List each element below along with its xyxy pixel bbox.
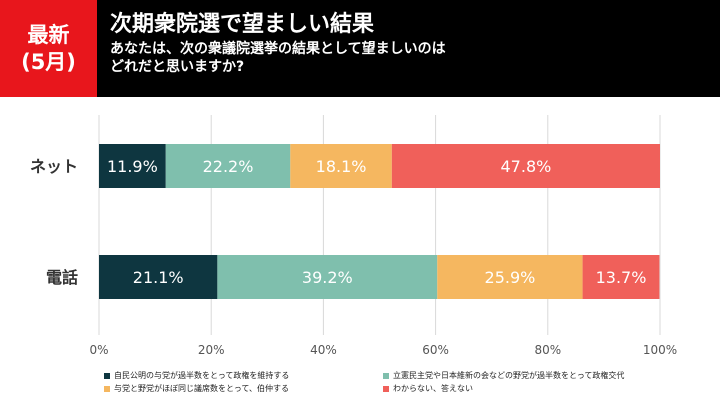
data-label: 47.8% <box>501 157 552 176</box>
legend-label: 与党と野党がほぼ同じ議席数をとって、伯仲する <box>114 384 289 393</box>
bar-segment <box>99 255 218 299</box>
badge-line-2: (5月) <box>21 49 76 74</box>
subtitle-line-2: どれだと思いますか? <box>110 59 245 75</box>
stacked-bar-chart: ネット 11.9% 22.2% 18.1% 47.8% 電話 21.1% 39.2% 25.9%… <box>30 115 677 357</box>
tick-label: 0% <box>89 343 108 357</box>
data-label: 11.9% <box>107 157 158 176</box>
chart-title: 次期衆院選で望ましい結果 <box>110 12 375 37</box>
tick-label: 60% <box>422 343 449 357</box>
data-label: 22.2% <box>203 157 254 176</box>
legend-item: 立憲民主党や日本維新の会などの野党が過半数をとって政権交代 <box>383 370 624 381</box>
legend-swatch <box>104 385 110 392</box>
legend-swatch <box>383 372 389 379</box>
badge-line-1: 最新 <box>27 22 70 47</box>
tick-label: 100% <box>643 343 677 357</box>
bar-segment <box>437 255 583 299</box>
tick-label: 20% <box>198 343 225 357</box>
legend-item: 与党と野党がほぼ同じ議席数をとって、伯仲する <box>104 383 289 394</box>
legend-swatch <box>383 385 389 392</box>
legend-item: 自民公明の与党が過半数をとって政権を維持する <box>104 370 289 381</box>
data-label: 25.9% <box>485 268 536 287</box>
data-label: 13.7% <box>596 268 647 287</box>
category-label: 電話 <box>46 268 78 287</box>
legend-item: わからない、答えない <box>383 383 473 394</box>
tick-label: 40% <box>310 343 337 357</box>
legend-label: わからない、答えない <box>393 384 473 393</box>
subtitle-line-1: あなたは、次の衆議院選挙の結果として望ましいのは <box>110 41 446 57</box>
data-label: 18.1% <box>316 157 367 176</box>
bar-segment <box>290 144 392 188</box>
bar-segment <box>99 144 166 188</box>
category-label: ネット <box>30 157 78 176</box>
chart-subtitle: あなたは、次の衆議院選挙の結果として望ましいのは どれだと思いますか? <box>110 40 446 76</box>
data-label: 39.2% <box>302 268 353 287</box>
legend-label: 立憲民主党や日本維新の会などの野党が過半数をとって政権交代 <box>393 371 625 380</box>
bar-segment <box>391 144 660 188</box>
latest-badge: 最新 (5月) <box>0 0 97 97</box>
bar-segment <box>165 144 291 188</box>
bar-segment <box>582 255 660 299</box>
legend-label: 自民公明の与党が過半数をとって政権を維持する <box>114 371 290 380</box>
tick-label: 80% <box>534 343 561 357</box>
legend-swatch <box>104 372 110 379</box>
data-label: 21.1% <box>133 268 184 287</box>
bar-segment <box>217 255 438 299</box>
header-bar: 最新 (5月) 次期衆院選で望ましい結果 あなたは、次の衆議院選挙の結果として望… <box>0 0 720 97</box>
